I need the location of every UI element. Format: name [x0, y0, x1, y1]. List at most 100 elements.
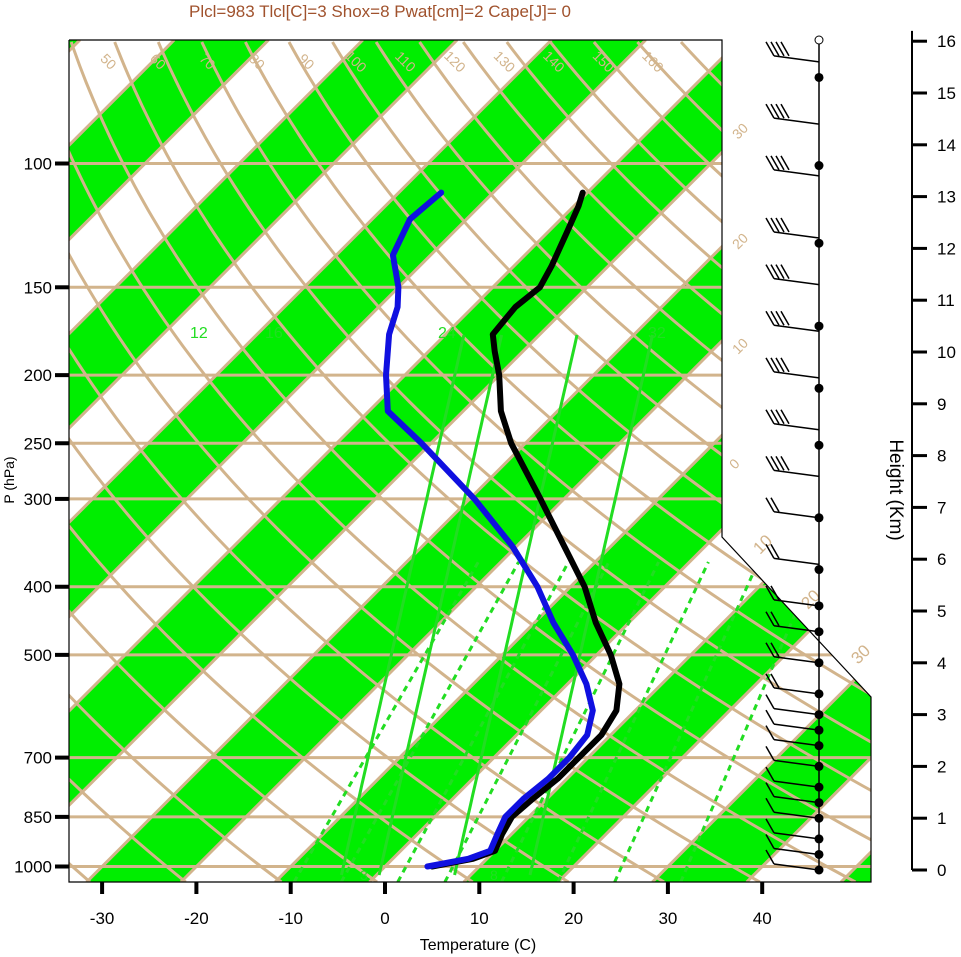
wind-barb	[773, 624, 820, 633]
wind-marker	[814, 689, 824, 699]
height-tick-label: 15	[937, 84, 956, 103]
moist-adiabat	[339, 334, 466, 876]
dry-adiabat	[461, 41, 871, 882]
height-tick-label: 5	[937, 602, 946, 621]
wind-barb-flag	[780, 41, 790, 57]
wind-barb	[773, 847, 820, 856]
y-tick-label: 850	[24, 808, 52, 827]
wind-barb-flag	[775, 455, 785, 471]
isotherm-label: 90	[295, 50, 317, 72]
isotherm	[274, 40, 871, 882]
x-axis-title: Temperature (C)	[420, 937, 536, 954]
wind-barb-flag	[765, 849, 775, 865]
wind-barb-flag	[775, 217, 785, 233]
adiabat-label: 0	[726, 455, 743, 472]
isotherm	[557, 40, 871, 882]
y-tick-label: 300	[24, 490, 52, 509]
wind-barb-flag	[765, 409, 775, 425]
wind-barb-flag	[770, 642, 780, 658]
height-tick-label: 4	[937, 654, 946, 673]
wind-barb-flag	[770, 310, 780, 326]
sounding-profiles	[383, 189, 623, 870]
wind-barb	[773, 759, 820, 768]
wind-barb-flag	[770, 544, 780, 559]
wind-barb-flag	[770, 673, 780, 689]
wind-barb-flag	[765, 694, 775, 709]
mixing-ratio-line	[396, 561, 570, 882]
wind-barb	[773, 169, 820, 177]
wind-barb-flag	[780, 155, 790, 171]
wind-marker	[814, 865, 824, 875]
wind-marker	[814, 161, 824, 171]
mixing-ratio-label: 16	[265, 325, 283, 342]
wind-barb	[773, 723, 820, 731]
wind-marker	[814, 627, 824, 637]
wind-barb	[773, 687, 820, 695]
x-tick-label: 10	[470, 909, 489, 928]
band	[69, 40, 458, 882]
wind-marker	[814, 849, 824, 859]
wind-marker	[814, 658, 824, 668]
wind-marker	[814, 725, 824, 735]
height-tick-label: 1	[937, 809, 946, 828]
x-axis: -30 -20 -10 0 10 20 30 40	[90, 882, 772, 928]
y-tick-label: 400	[24, 578, 52, 597]
dry-adiabat	[69, 41, 761, 882]
band	[69, 40, 646, 882]
dry-adiabat	[200, 41, 871, 882]
wind-barb-flag	[765, 585, 775, 601]
wind-barb-flag	[775, 310, 785, 326]
wind-barb	[773, 656, 820, 664]
wind-barb	[773, 795, 820, 804]
wind-barb-flag	[765, 673, 775, 689]
x-tick-label: 40	[753, 909, 772, 928]
wind-barb-flag	[780, 357, 790, 373]
wind-barb	[773, 832, 820, 840]
wind-barbs	[765, 35, 824, 875]
isotherm	[69, 40, 459, 882]
wind-barb-flag	[775, 357, 785, 373]
wind-marker	[814, 601, 824, 611]
mixing-ratio-label: 24	[438, 325, 456, 342]
adiabat-label: 30	[729, 120, 751, 142]
wind-barb-flag	[775, 103, 785, 119]
wind-barb-flag	[775, 155, 785, 171]
wind-barb-flag	[765, 782, 775, 798]
wind-marker	[814, 72, 824, 82]
height-tick-label: 16	[937, 32, 956, 51]
dewpoint-line	[383, 189, 596, 870]
height-tick-label: 13	[937, 188, 956, 207]
wind-barb-flag	[765, 544, 775, 559]
wind-barb	[773, 117, 820, 125]
height-tick-label: 12	[937, 239, 956, 258]
y-tick-label: 250	[24, 434, 52, 453]
y-tick-label: 100	[24, 155, 52, 174]
wind-barb-flag	[765, 797, 775, 813]
dry-adiabat	[69, 41, 871, 882]
wind-barb-flag	[780, 455, 790, 471]
height-tick-label: 2	[937, 757, 946, 776]
band	[69, 40, 835, 882]
wind-barb-flag	[780, 217, 790, 233]
wind-barb	[773, 557, 820, 566]
mixing-ratio-line	[500, 561, 660, 882]
mixing-ratio-lines	[292, 334, 819, 882]
wind-barb-flag	[765, 709, 775, 725]
isotherm	[462, 40, 871, 882]
wind-marker	[814, 741, 824, 751]
dry-adiabat	[505, 41, 871, 882]
y-tick-label: 700	[24, 749, 52, 768]
dry-adiabat	[69, 41, 474, 882]
wind-marker	[814, 710, 824, 720]
wind-barb-flag	[780, 409, 790, 425]
wind-barb-flag	[770, 357, 780, 373]
wind-barb-flag	[770, 497, 780, 513]
y-axis-title: P (hPa)	[1, 456, 17, 503]
isotherm	[69, 40, 647, 882]
wind-barb-flag	[765, 766, 775, 782]
height-tick-label: 11	[937, 291, 955, 310]
isotherm	[69, 40, 364, 882]
band	[463, 40, 871, 882]
dry-adiabat	[69, 41, 857, 882]
y-tick-label: 1000	[14, 858, 52, 877]
